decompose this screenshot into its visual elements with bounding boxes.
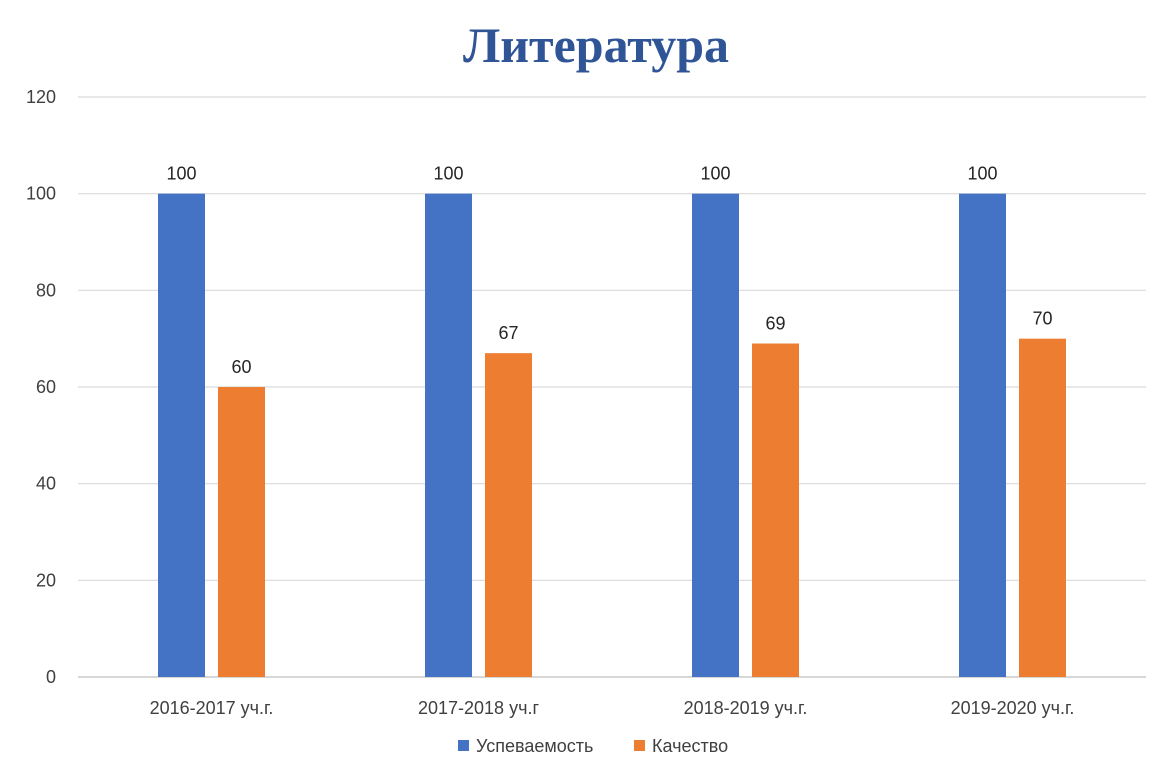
bar-kachestvo-2 — [752, 343, 799, 677]
bar-kachestvo-1 — [485, 353, 532, 677]
data-label: 67 — [498, 323, 518, 343]
chart-title: Литература — [463, 17, 729, 73]
data-label: 100 — [433, 164, 463, 184]
bar-kachestvo-0 — [218, 387, 265, 677]
bars — [158, 193, 1066, 677]
data-labels: 100 60 100 67 100 69 100 70 — [166, 164, 1052, 377]
data-label: 70 — [1032, 309, 1052, 329]
legend-label: Качество — [652, 736, 728, 756]
legend-label: Успеваемость — [476, 736, 593, 756]
x-category-label: 2016-2017 уч.г. — [150, 698, 274, 718]
legend-swatch — [634, 740, 645, 751]
y-tick-label: 20 — [36, 570, 56, 590]
legend: Успеваемость Качество — [458, 736, 728, 756]
bar-kachestvo-3 — [1019, 338, 1066, 677]
x-category-label: 2017-2018 уч.г — [418, 698, 539, 718]
y-tick-label: 60 — [36, 377, 56, 397]
data-label: 69 — [765, 314, 785, 334]
y-tick-label: 80 — [36, 280, 56, 300]
bar-uspevaemost-1 — [425, 193, 472, 677]
x-category-label: 2018-2019 уч.г. — [684, 698, 808, 718]
y-axis-ticks: 0 20 40 60 80 100 120 — [26, 87, 56, 687]
bar-uspevaemost-0 — [158, 193, 205, 677]
y-tick-label: 100 — [26, 184, 56, 204]
data-label: 100 — [967, 164, 997, 184]
data-label: 100 — [166, 164, 196, 184]
x-category-label: 2019-2020 уч.г. — [951, 698, 1075, 718]
legend-swatch — [458, 740, 469, 751]
bar-uspevaemost-2 — [692, 193, 739, 677]
y-tick-label: 0 — [46, 667, 56, 687]
bar-uspevaemost-3 — [959, 193, 1006, 677]
x-axis-categories: 2016-2017 уч.г. 2017-2018 уч.г 2018-2019 у… — [150, 698, 1075, 718]
data-label: 60 — [231, 357, 251, 377]
data-label: 100 — [700, 164, 730, 184]
y-tick-label: 40 — [36, 474, 56, 494]
y-tick-label: 120 — [26, 87, 56, 107]
